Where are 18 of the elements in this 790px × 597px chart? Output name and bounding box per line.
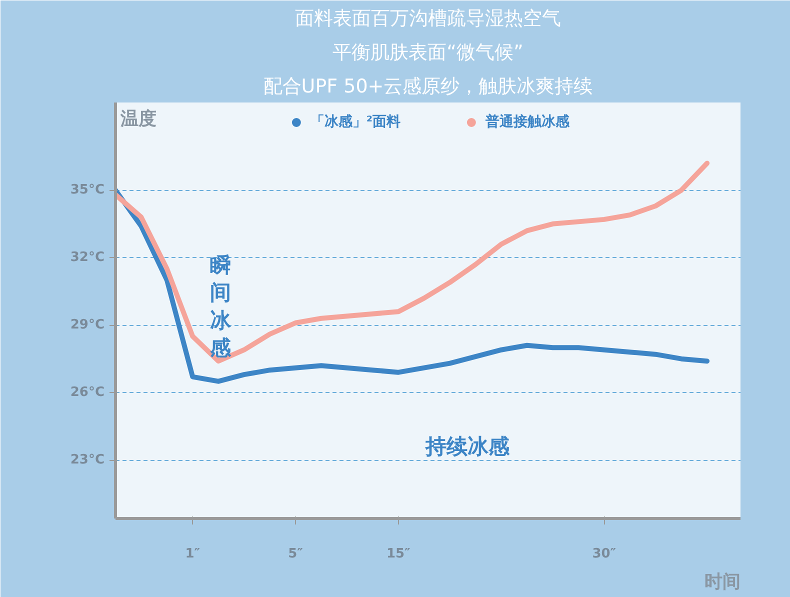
- y-axis-title: 温度: [120, 108, 156, 130]
- annotation: 持续冰感: [424, 434, 510, 458]
- legend-label: 「冰感」²面料: [310, 113, 401, 131]
- chart-subtitle: 平衡肌肤表面“微气候”: [332, 42, 524, 64]
- legend-label: 普通接触冰感: [486, 113, 570, 131]
- y-tick-label: 35°C: [70, 182, 105, 198]
- y-tick-label: 26°C: [70, 385, 105, 400]
- y-tick-label: 32°C: [70, 250, 105, 266]
- x-axis-title: 时间: [704, 572, 740, 592]
- x-tick-label: 5″: [288, 546, 304, 562]
- annotation: 瞬间冰感: [209, 253, 232, 360]
- x-tick-label: 15″: [386, 546, 411, 562]
- y-tick-label: 29°C: [70, 318, 105, 333]
- x-tick-label: 1″: [185, 546, 200, 562]
- y-tick-label: 23°C: [70, 452, 105, 468]
- text: 配合UPF 50+云感原纱，触肤冰爽持续: [263, 76, 593, 98]
- chart-title: 面料表面百万沟槽疏导湿热空气: [295, 8, 561, 30]
- x-tick-label: 30″: [592, 546, 616, 562]
